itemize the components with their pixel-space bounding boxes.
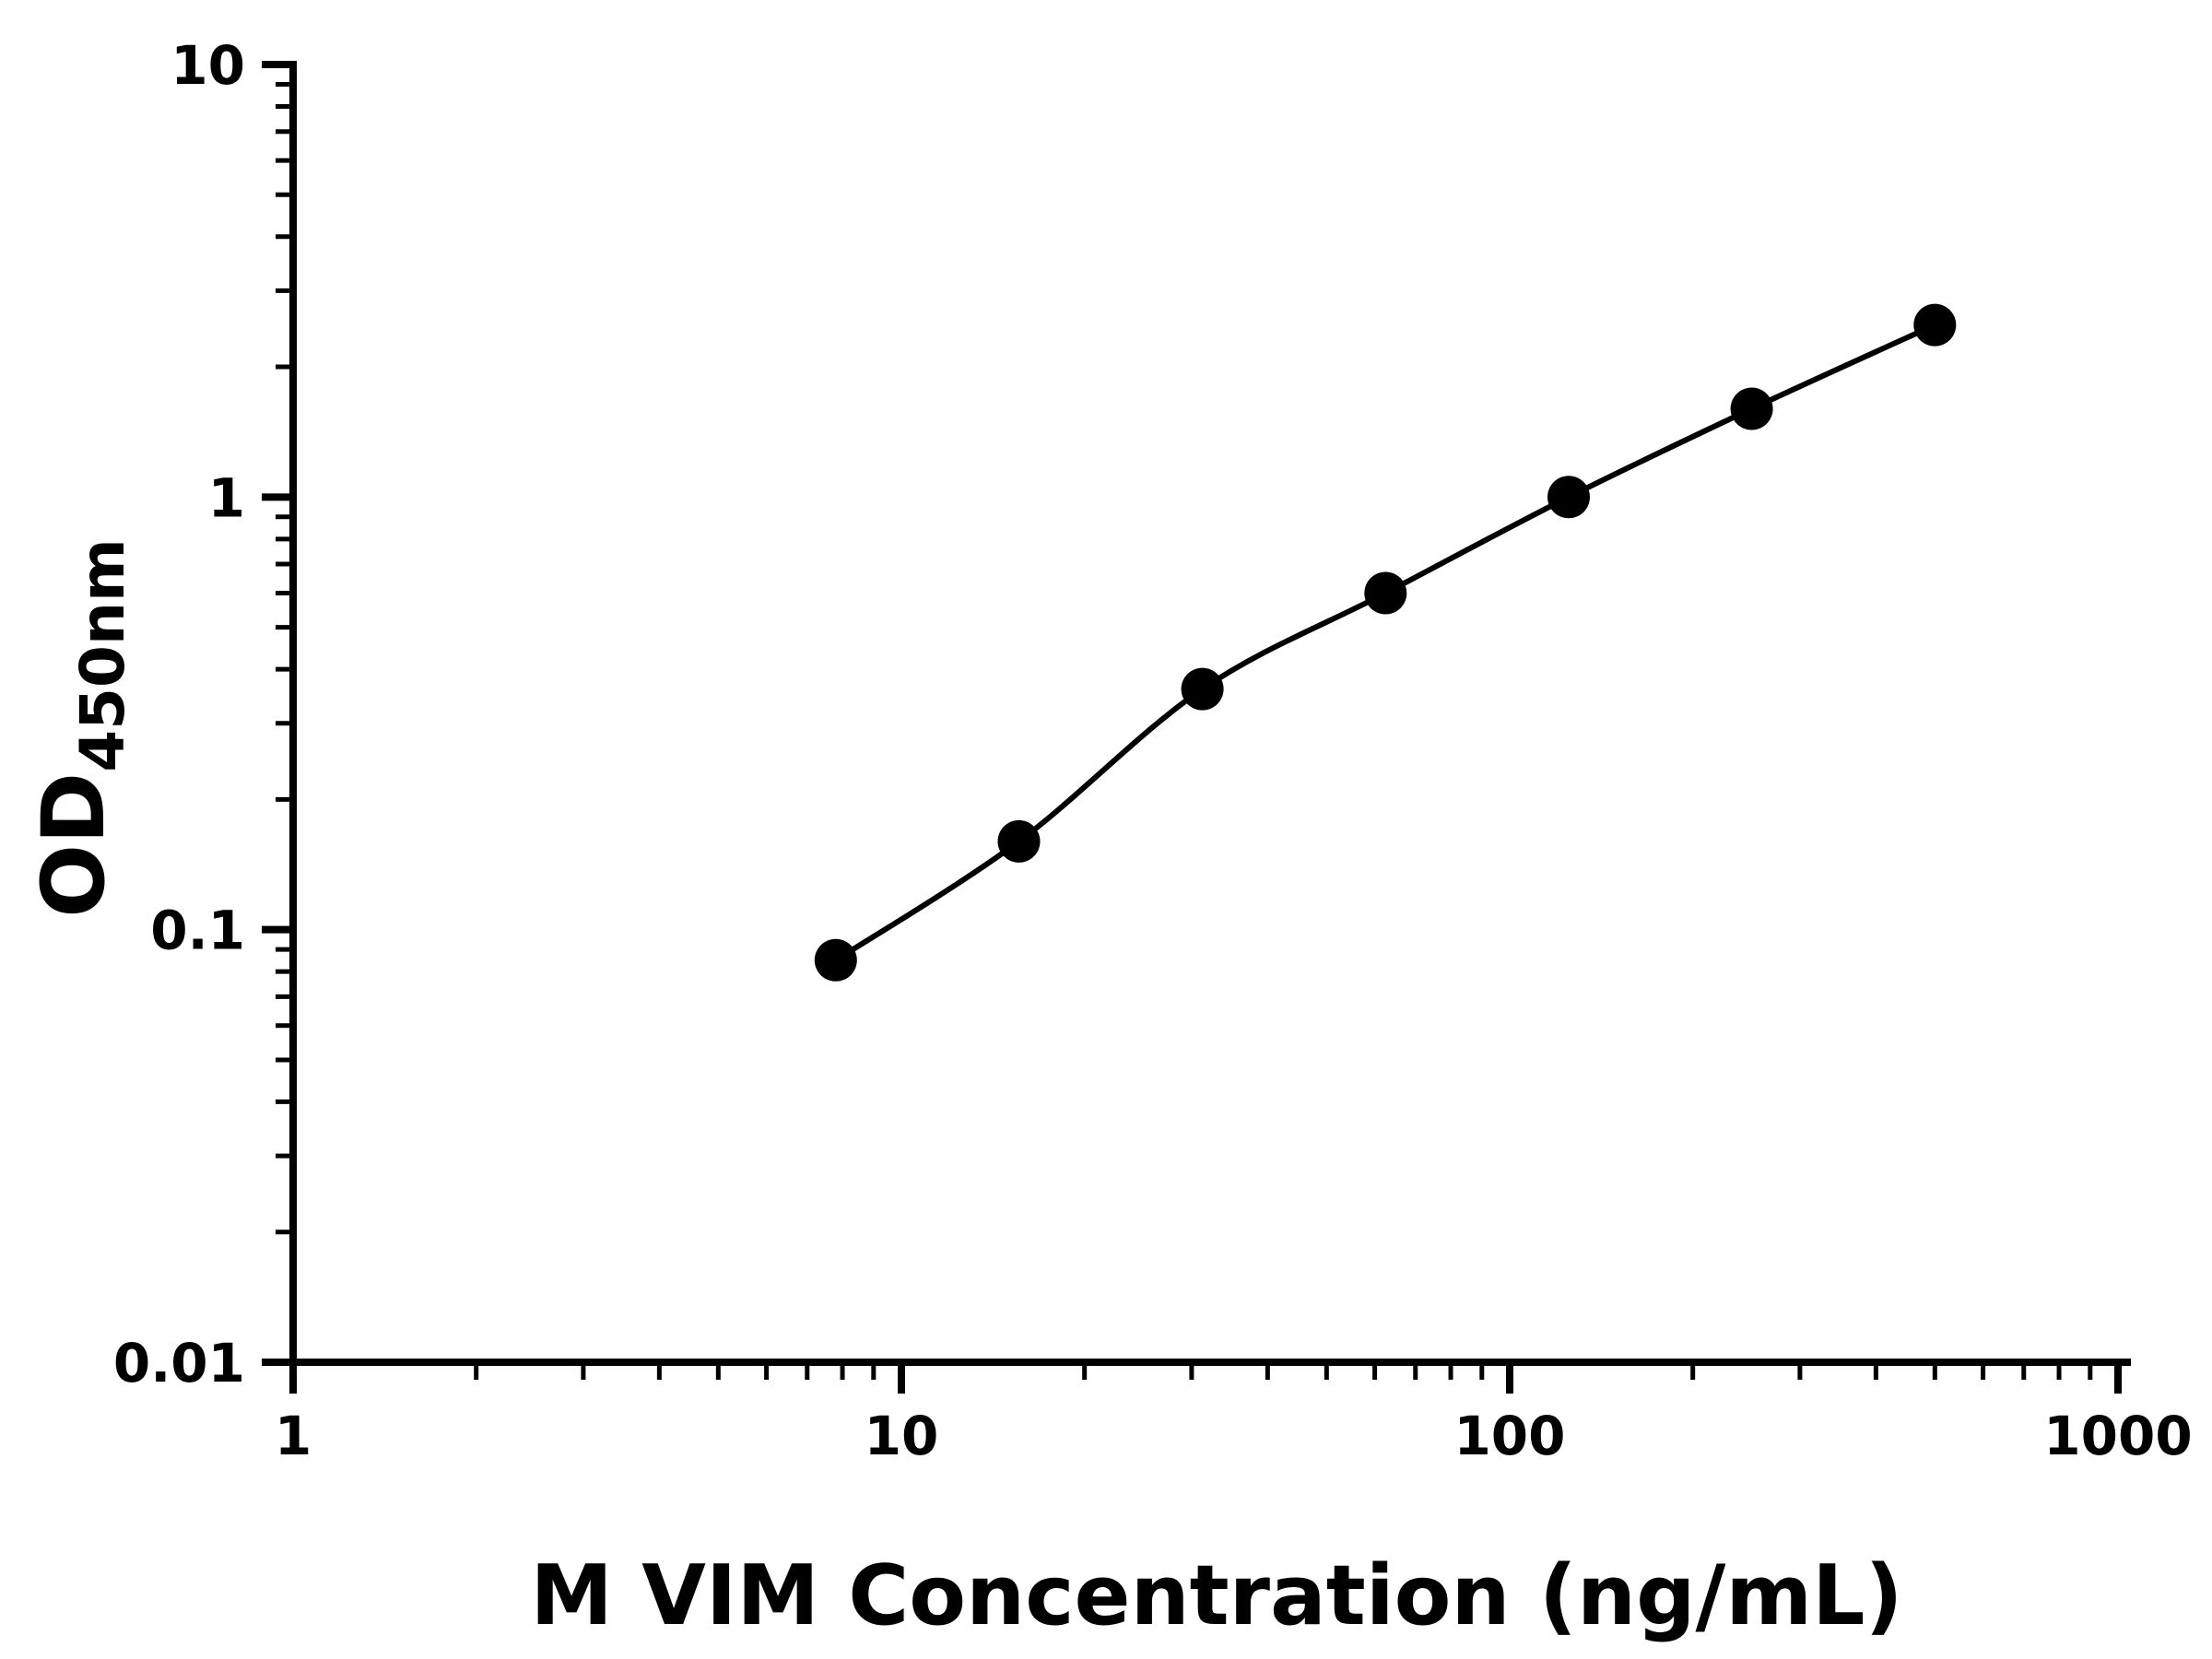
- x-tick-label: 100: [1453, 1405, 1565, 1467]
- x-tick-label: 1000: [2043, 1405, 2192, 1467]
- y-tick-label: 0.1: [150, 900, 245, 962]
- data-point: [1181, 667, 1224, 711]
- data-point: [997, 819, 1041, 863]
- y-axis-title: OD450nm: [24, 538, 138, 917]
- y-tick-label: 1: [208, 466, 245, 529]
- data-point: [1730, 387, 1773, 430]
- data-point: [1364, 571, 1407, 615]
- y-axis-title-subscript: 450nm: [67, 538, 138, 772]
- data-point: [1913, 303, 1957, 347]
- y-tick-label: 0.01: [113, 1332, 245, 1394]
- fit-curve: [834, 322, 1936, 963]
- x-axis-title: M VIM Concentration (ng/mL): [530, 1547, 1902, 1644]
- axes: 1 10 100 1000 0.01 0.1 1 10: [113, 34, 2193, 1467]
- data-point: [1547, 476, 1590, 519]
- y-tick-label: 10: [171, 34, 245, 97]
- y-axis-title-main: OD: [24, 772, 124, 918]
- data-series: [814, 303, 1957, 982]
- x-tick-label: 1: [275, 1405, 312, 1467]
- data-point: [814, 938, 857, 982]
- x-tick-label: 10: [865, 1405, 939, 1467]
